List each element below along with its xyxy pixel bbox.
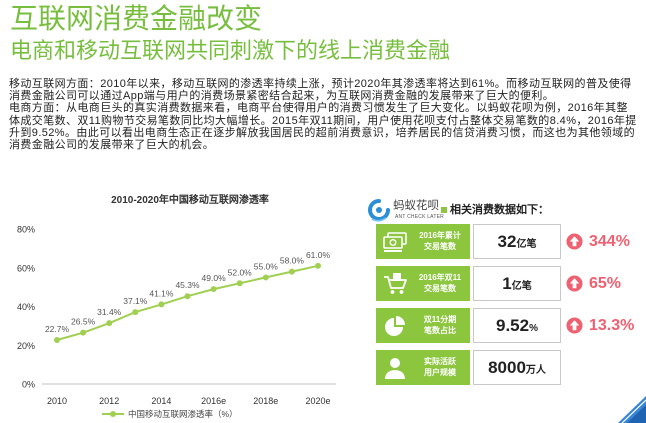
stat-value-unit: 万人 xyxy=(525,365,546,376)
ant-check-later-logo-icon xyxy=(368,198,390,222)
data-point xyxy=(132,309,139,316)
page-title: 互联网消费金融改变 xyxy=(10,3,263,34)
data-point xyxy=(236,280,243,287)
stat-value-number: 9.52 xyxy=(496,316,530,335)
stat-value-unit: 亿笔 xyxy=(511,281,532,292)
series-line xyxy=(56,264,319,341)
stat-label: 双11分期 笔数占比 xyxy=(412,315,468,336)
growth-rate: 344% xyxy=(589,233,630,250)
x-tick-label: 2018e xyxy=(253,396,278,406)
y-tick-label: 60% xyxy=(17,263,35,273)
legend-label: 中国移动互联网渗透率（%） xyxy=(128,409,238,419)
data-point xyxy=(184,293,191,300)
page-corner-decoration xyxy=(618,396,646,423)
money-bills-icon xyxy=(382,229,408,255)
line-chart: 2010-2020年中国移动互联网渗透率 0% 20% 40% 60% 80% 2010 20… xyxy=(17,193,336,419)
data-label: 41.1% xyxy=(149,288,174,298)
data-label: 31.4% xyxy=(97,307,122,317)
growth-rate: 65% xyxy=(589,275,622,292)
body-text: 移动互联网方面：2010年以来，移动互联网的渗透率持续上涨，预计2020年其渗透… xyxy=(9,78,639,151)
stat-label-box: 2016年双11 交易笔数 xyxy=(376,266,470,301)
heading-bullet xyxy=(441,207,447,213)
stat-label-box: 2016年累计 交易笔数 xyxy=(376,224,470,259)
data-point xyxy=(158,301,165,308)
y-tick-label: 80% xyxy=(17,225,35,235)
legend-marker xyxy=(110,411,116,417)
data-label: 37.1% xyxy=(123,296,148,306)
stat-row-installment-share: 双11分期 笔数占比 9.52% 13.3% xyxy=(376,308,642,343)
stat-label: 2016年累计 交易笔数 xyxy=(412,231,468,252)
y-tick-label: 0% xyxy=(22,380,35,390)
stat-row-total-transactions: 2016年累计 交易笔数 32亿笔 344% xyxy=(376,224,642,259)
x-tick-label: 2016e xyxy=(201,396,226,406)
stat-label-line: 实际活跃 xyxy=(424,357,456,366)
stat-value-number: 32 xyxy=(497,232,517,251)
stat-value-number: 8000 xyxy=(488,358,526,377)
x-tick-label: 2014 xyxy=(151,396,171,406)
data-point xyxy=(315,262,321,269)
data-point xyxy=(54,337,60,344)
shopping-cart-icon xyxy=(382,271,408,297)
x-tick-label: 2020e xyxy=(305,396,330,406)
stat-value-unit: % xyxy=(529,323,538,334)
stat-value: 1亿笔 xyxy=(473,266,561,301)
stat-label-line: 交易笔数 xyxy=(424,283,456,293)
stat-label-line: 笔数占比 xyxy=(424,325,456,335)
stat-label: 实际活跃 用户规模 xyxy=(412,357,468,378)
data-label: 22.7% xyxy=(45,324,70,334)
data-point xyxy=(80,329,87,336)
data-label: 58.0% xyxy=(280,256,305,266)
stat-label-line: 用户规模 xyxy=(424,367,456,377)
y-tick-label: 40% xyxy=(17,302,35,312)
x-tick-label: 2012 xyxy=(99,396,119,406)
stat-label: 2016年双11 交易笔数 xyxy=(412,273,468,294)
stat-label-line: 2016年累计 xyxy=(419,231,461,240)
page-subtitle: 电商和移动互联网共同刺激下的线上消费金融 xyxy=(10,38,451,63)
stat-row-double11-transactions: 2016年双11 交易笔数 1亿笔 65% xyxy=(376,266,642,301)
stat-label-box: 双11分期 笔数占比 xyxy=(376,308,470,343)
stat-value: 9.52% xyxy=(473,308,561,343)
x-tick-label: 2010 xyxy=(47,396,67,406)
stat-value-unit: 亿笔 xyxy=(516,239,537,250)
up-arrow-icon xyxy=(566,275,583,292)
data-point xyxy=(210,286,217,293)
paragraph-ecommerce: 电商方面：从电商巨头的真实消费数据来看，电商平台使得用户的消费习惯发生了巨大变化… xyxy=(9,102,637,152)
brand-name: 蚂蚁花呗 xyxy=(393,200,439,212)
brand-tagline: ANT CHECK LATER xyxy=(395,214,444,220)
data-point xyxy=(106,320,113,327)
stat-value: 8000万人 xyxy=(473,350,561,385)
stat-row-active-users: 实际活跃 用户规模 8000万人 xyxy=(376,350,642,385)
y-tick-label: 20% xyxy=(17,341,35,351)
user-icon xyxy=(382,355,408,381)
stat-label-line: 交易笔数 xyxy=(424,241,456,251)
data-point xyxy=(288,268,295,275)
chart-title: 2010-2020年中国移动互联网渗透率 xyxy=(111,193,269,206)
data-label: 49.0% xyxy=(202,273,227,283)
data-label: 45.3% xyxy=(175,280,200,290)
stat-value: 32亿笔 xyxy=(473,224,561,259)
up-arrow-icon xyxy=(566,233,583,250)
paragraph-mobile-internet: 移动互联网方面：2010年以来，移动互联网的渗透率持续上涨，预计2020年其渗透… xyxy=(9,78,632,103)
stat-label-box: 实际活跃 用户规模 xyxy=(376,350,470,385)
data-label: 55.0% xyxy=(254,261,279,271)
data-label: 52.0% xyxy=(228,267,253,277)
stats-heading: 相关消费数据如下： xyxy=(450,204,549,216)
stat-label-line: 双11分期 xyxy=(423,315,457,324)
data-point xyxy=(262,274,269,281)
stat-value-number: 1 xyxy=(502,274,512,293)
data-label: 61.0% xyxy=(306,250,331,260)
stat-label-line: 2016年双11 xyxy=(418,273,462,282)
data-label: 26.5% xyxy=(71,317,96,327)
growth-rate: 13.3% xyxy=(589,317,635,334)
up-arrow-icon xyxy=(566,317,583,334)
pie-chart-icon xyxy=(382,313,408,339)
